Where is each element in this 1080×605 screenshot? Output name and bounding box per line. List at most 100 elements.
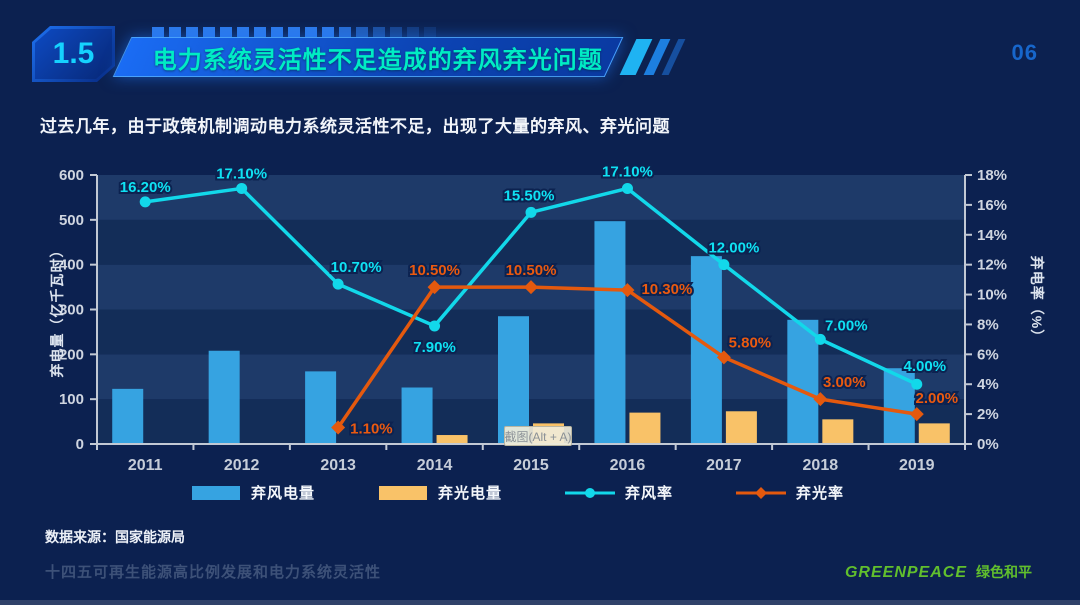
legend-item-弃风电量: 弃风电量 bbox=[190, 482, 315, 503]
left-axis-title: 弃电量（亿千瓦时） bbox=[49, 242, 65, 378]
right-axis-title: 弃电率（%） bbox=[1029, 255, 1045, 345]
svg-text:4%: 4% bbox=[977, 376, 999, 393]
decor-square bbox=[271, 27, 283, 39]
decor-square bbox=[237, 27, 249, 39]
decor-square bbox=[322, 27, 334, 39]
svg-text:10%: 10% bbox=[977, 287, 1007, 304]
decor-square bbox=[424, 27, 436, 39]
decor-square bbox=[254, 27, 266, 39]
data-label-弃风率-2012: 17.10% bbox=[216, 165, 267, 182]
data-label-弃光率-2015: 10.50% bbox=[506, 262, 557, 279]
data-label-弃风率-2017: 12.00% bbox=[708, 240, 759, 257]
data-label-弃风率-2013: 10.70% bbox=[331, 259, 382, 276]
data-label-弃光率-2017: 5.80% bbox=[729, 334, 772, 351]
svg-text:2016: 2016 bbox=[610, 457, 646, 474]
data-label-弃光率-2019: 2.00% bbox=[916, 390, 959, 407]
chart-legend: 弃风电量 弃光电量 弃风率 弃光率 bbox=[190, 482, 844, 503]
legend-label: 弃风率 bbox=[625, 485, 674, 502]
decor-square bbox=[390, 27, 402, 39]
svg-text:500: 500 bbox=[59, 212, 84, 229]
svg-text:300: 300 bbox=[59, 302, 84, 319]
data-label-弃光率-2013: 1.10% bbox=[350, 421, 393, 438]
svg-text:2014: 2014 bbox=[417, 457, 453, 474]
screenshot-hotkey-tooltip: 截图(Alt + A) bbox=[504, 426, 572, 446]
decor-square bbox=[152, 27, 164, 39]
svg-text:16%: 16% bbox=[977, 197, 1007, 214]
legend-marker bbox=[736, 486, 787, 499]
svg-text:2018: 2018 bbox=[803, 457, 839, 474]
data-label-弃风率-2018: 7.00% bbox=[825, 317, 868, 334]
line-series-弃风率: 16.20% 17.10% 10.70% 7.90% 15.50% 17.10% 12.00… bbox=[118, 161, 948, 390]
decor-square bbox=[373, 27, 385, 39]
decor-squares bbox=[152, 27, 436, 39]
svg-text:600: 600 bbox=[59, 167, 84, 184]
decor-square bbox=[407, 27, 419, 39]
svg-text:14%: 14% bbox=[977, 227, 1007, 244]
bar-弃风电量-2011 bbox=[112, 388, 144, 444]
svg-text:2015: 2015 bbox=[513, 457, 549, 474]
svg-text:2013: 2013 bbox=[320, 457, 356, 474]
svg-text:200: 200 bbox=[59, 346, 84, 363]
decor-square bbox=[305, 27, 317, 39]
bar-弃光电量-2014 bbox=[436, 435, 468, 444]
logo-text-en: GREENPEACE bbox=[844, 564, 967, 581]
bar-弃风电量-2013 bbox=[305, 371, 337, 444]
page-number: 06 bbox=[1011, 40, 1038, 65]
bar-弃风电量-2012 bbox=[208, 350, 240, 444]
line-series-弃光率: 1.10% 10.50% 10.50% 10.30% 5.80% 3.00% 2.00% bbox=[331, 260, 960, 440]
data-source-note: 数据来源：国家能源局 bbox=[45, 529, 185, 545]
svg-text:12%: 12% bbox=[977, 257, 1007, 274]
legend-marker bbox=[565, 487, 616, 498]
svg-text:18%: 18% bbox=[977, 167, 1007, 184]
svg-text:2011: 2011 bbox=[128, 457, 163, 474]
svg-text:0%: 0% bbox=[977, 436, 999, 453]
decor-square bbox=[203, 27, 215, 39]
logo-text-cn: 绿色和平 bbox=[976, 564, 1032, 580]
legend-label: 弃风电量 bbox=[251, 485, 316, 502]
legend-label: 弃光电量 bbox=[438, 485, 503, 502]
bar-弃风电量-2016 bbox=[594, 221, 626, 444]
decor-square bbox=[186, 27, 198, 39]
svg-text:2012: 2012 bbox=[224, 457, 260, 474]
report-title: 十四五可再生能源高比例发展和电力系统灵活性 bbox=[45, 564, 382, 581]
data-label-弃光率-2016: 10.30% bbox=[641, 281, 692, 298]
data-label-弃风率-2011: 16.20% bbox=[120, 179, 171, 196]
section-number: 1.5 bbox=[35, 29, 112, 79]
bar-弃风电量-2017 bbox=[690, 256, 722, 444]
bar-series-弃风电量 bbox=[112, 221, 915, 444]
tick-labels: 0 100 200 300 400 500 600 0% 2% 4% 6% 8% 10% 12% 14% 16… bbox=[59, 167, 1007, 474]
title-banner: 电力系统灵活性不足造成的弃风弃光问题 bbox=[112, 37, 624, 77]
svg-text:2%: 2% bbox=[977, 406, 999, 423]
svg-text:2019: 2019 bbox=[899, 457, 935, 474]
legend-label: 弃光率 bbox=[796, 485, 845, 502]
data-label-弃风率-2016: 17.10% bbox=[602, 163, 653, 180]
svg-text:6%: 6% bbox=[977, 346, 999, 363]
bar-弃风电量-2018 bbox=[787, 319, 819, 444]
svg-text:2017: 2017 bbox=[706, 457, 742, 474]
bar-弃风电量-2014 bbox=[401, 387, 433, 444]
svg-text:100: 100 bbox=[59, 391, 84, 408]
svg-text:0: 0 bbox=[76, 436, 84, 453]
legend-marker bbox=[192, 485, 240, 500]
legend-item-弃风率: 弃风率 bbox=[564, 482, 673, 503]
data-label-弃光率-2018: 3.00% bbox=[823, 374, 866, 391]
svg-text:400: 400 bbox=[59, 257, 84, 274]
slide-subtitle: 过去几年，由于政策机制调动电力系统灵活性不足，出现了大量的弃风、弃光问题 bbox=[40, 117, 670, 136]
legend-item-弃光率: 弃光率 bbox=[735, 482, 844, 503]
decor-square bbox=[288, 27, 300, 39]
section-number-badge: 1.5 bbox=[32, 26, 115, 82]
page-title: 电力系统灵活性不足造成的弃风弃光问题 bbox=[153, 46, 603, 74]
bar-弃光电量-2018 bbox=[822, 419, 854, 444]
legend-item-弃光电量: 弃光电量 bbox=[377, 482, 502, 503]
svg-text:8%: 8% bbox=[977, 316, 999, 333]
data-label-弃风率-2014: 7.90% bbox=[413, 339, 456, 356]
decor-square bbox=[339, 27, 351, 39]
bar-弃光电量-2019 bbox=[918, 423, 950, 444]
decor-square bbox=[356, 27, 368, 39]
bar-弃光电量-2016 bbox=[629, 412, 661, 444]
bar-弃风电量-2015 bbox=[498, 316, 529, 444]
bar-弃光电量-2017 bbox=[725, 411, 757, 444]
data-label-弃风率-2015: 15.50% bbox=[504, 187, 555, 204]
data-label-弃光率-2014: 10.50% bbox=[409, 262, 460, 279]
